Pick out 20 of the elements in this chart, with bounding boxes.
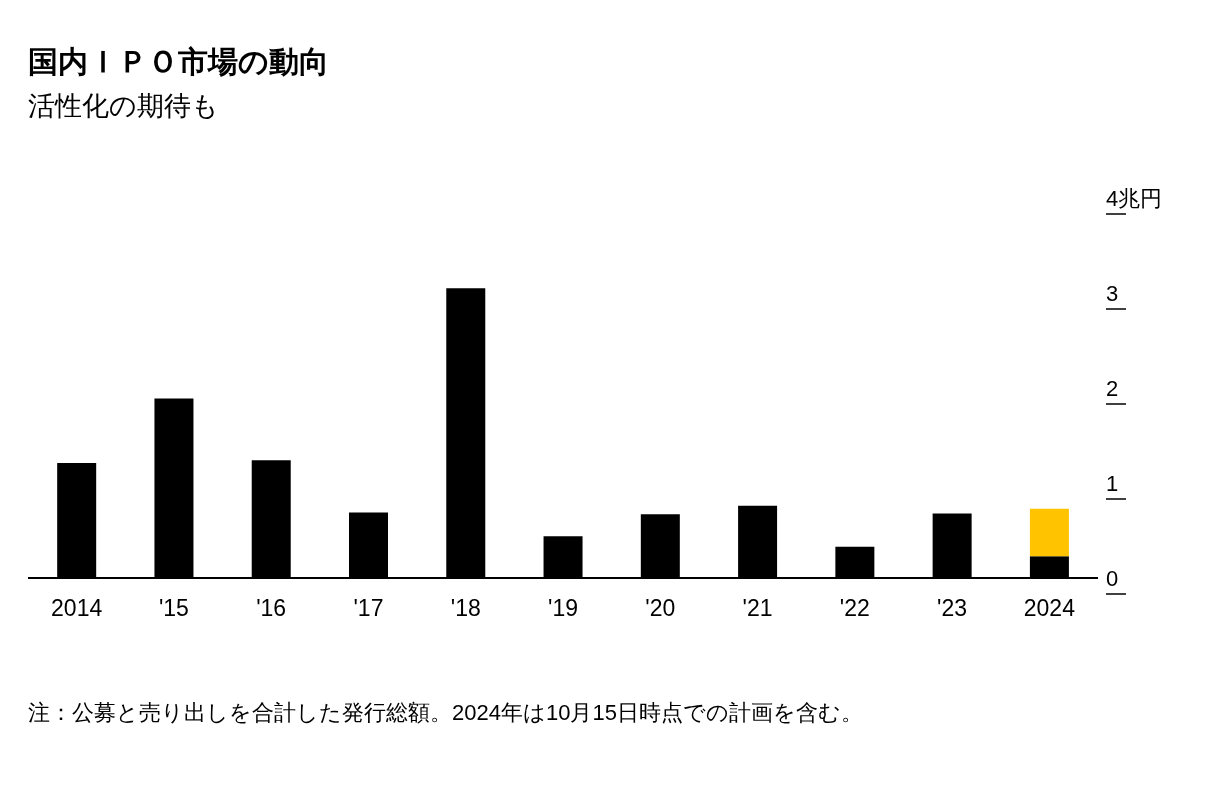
text: 注：公募と売り出しを合計した発行総額。2024年は10月15日時点での計画を含む。: [28, 700, 864, 726]
x-tick-label: '21: [742, 595, 773, 622]
bar: [1029, 508, 1069, 557]
chart-title: 国内ＩＰＯ市場の動向: [28, 44, 329, 80]
x-tick-label: 2024: [1023, 595, 1076, 622]
x-tick-label: '18: [450, 595, 481, 622]
x-tick-label: '19: [548, 595, 578, 622]
y-tick-label: 4兆円: [1106, 185, 1163, 211]
y-tick-label: 1: [1106, 470, 1119, 496]
chart-subtitle: 活性化の期待も: [28, 90, 219, 123]
x-tick-label: '22: [839, 595, 870, 622]
x-tick-label: '16: [256, 595, 287, 622]
x-tick-label: 2014: [51, 595, 103, 622]
y-tick-label: 2: [1106, 375, 1119, 401]
x-tick-label: '20: [645, 595, 676, 622]
y-tick-label: 0: [1106, 565, 1119, 591]
x-tick-label: '23: [937, 595, 968, 622]
x-tick-label: '15: [158, 595, 189, 622]
y-tick-label: 3: [1106, 280, 1119, 306]
x-tick-label: '17: [353, 595, 384, 622]
